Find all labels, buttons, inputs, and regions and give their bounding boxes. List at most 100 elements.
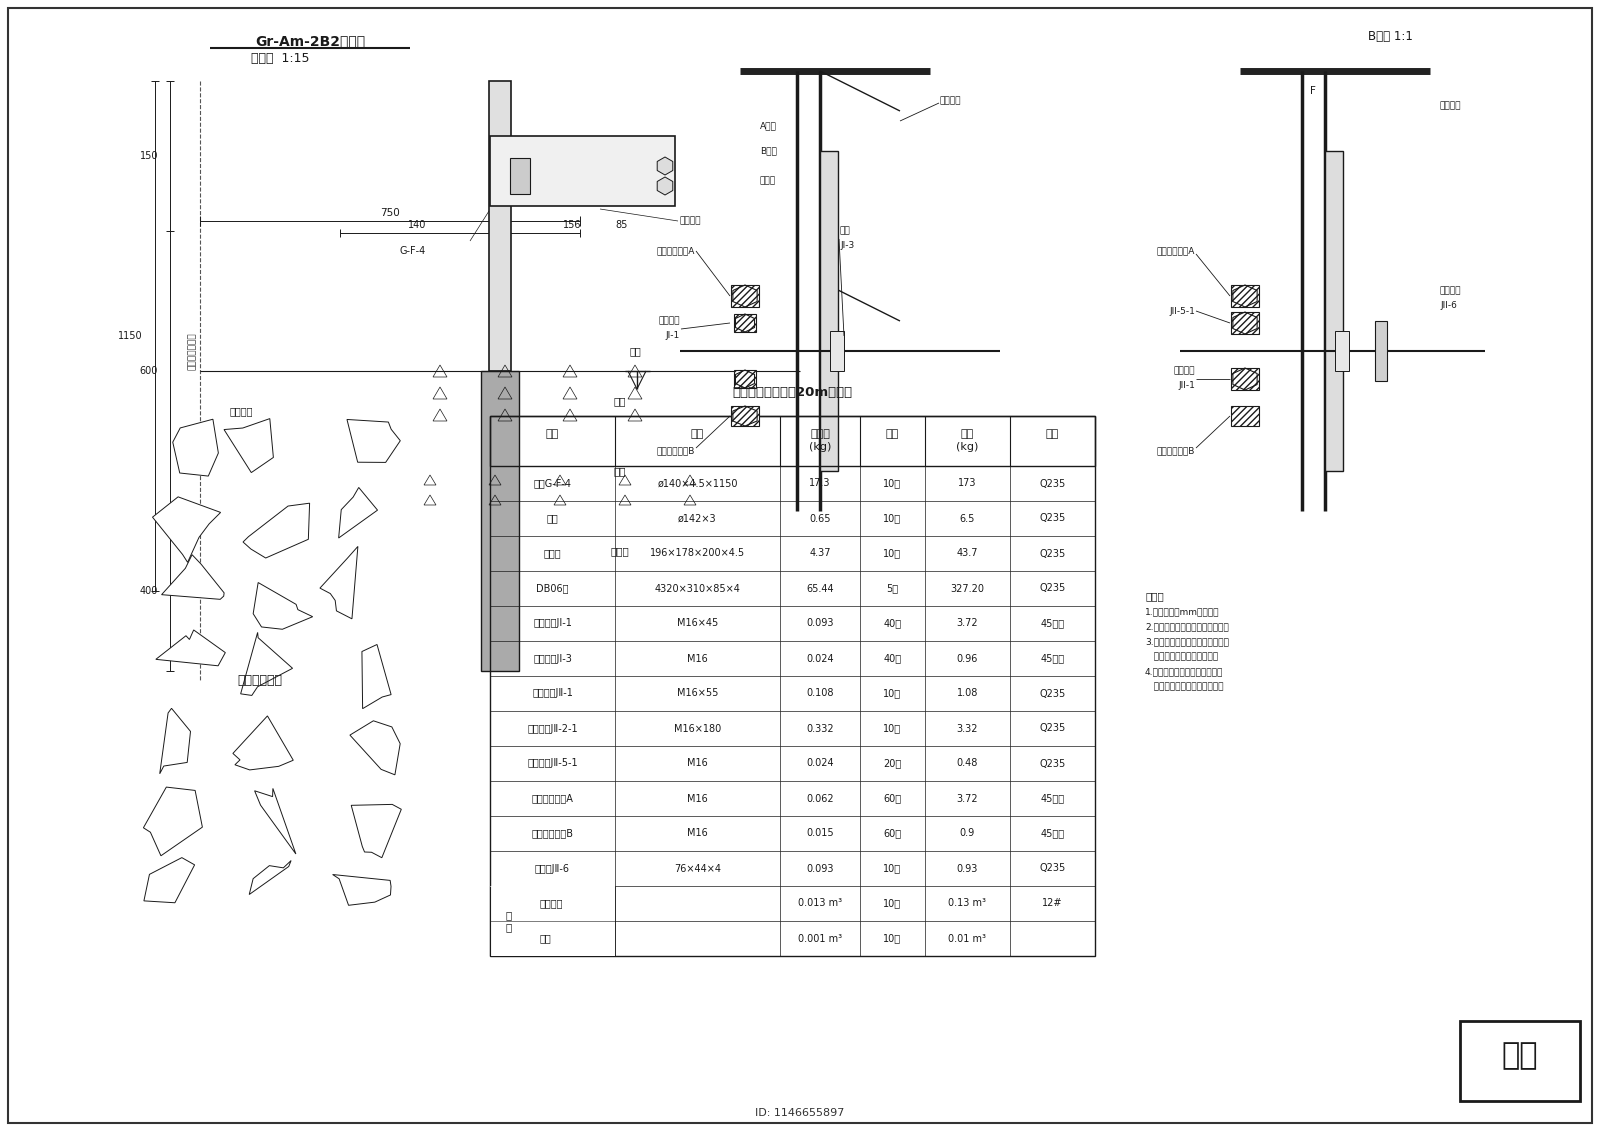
Text: 60个: 60个: [883, 794, 901, 803]
Bar: [1459, 1021, 1581, 1100]
Polygon shape: [362, 645, 390, 709]
Bar: [734, 370, 757, 388]
Bar: [490, 136, 675, 206]
Text: 杆帽: 杆帽: [547, 513, 558, 524]
Text: 波形梁板: 波形梁板: [941, 96, 962, 105]
Polygon shape: [144, 787, 202, 856]
Bar: [490, 886, 614, 956]
Text: 面层: 面层: [614, 396, 626, 406]
Text: ø142×3: ø142×3: [678, 513, 717, 524]
Text: 0.013 m³: 0.013 m³: [798, 898, 842, 908]
Text: 20个: 20个: [883, 759, 902, 768]
Text: Q235: Q235: [1040, 549, 1066, 559]
Text: 沥青封层: 沥青封层: [680, 216, 701, 225]
Text: 17.3: 17.3: [810, 478, 830, 489]
Polygon shape: [250, 861, 291, 895]
Text: znzmo.com: znzmo.com: [1259, 403, 1341, 459]
Text: B节点: B节点: [760, 147, 778, 155]
Text: znzmo.com: znzmo.com: [88, 603, 171, 659]
Bar: [1325, 152, 1342, 470]
Text: M16×45: M16×45: [677, 619, 718, 629]
Text: Q235: Q235: [1040, 689, 1066, 699]
Polygon shape: [333, 874, 390, 905]
Bar: [1334, 331, 1349, 371]
Text: 拼接螺栓: 拼接螺栓: [659, 317, 680, 326]
Text: 模块座片: 模块座片: [1440, 286, 1461, 295]
Text: 65.44: 65.44: [806, 584, 834, 594]
Polygon shape: [224, 418, 274, 473]
Text: 拼接螺樓JⅠ-1: 拼接螺樓JⅠ-1: [533, 619, 571, 629]
Text: 0.093: 0.093: [806, 863, 834, 873]
Text: JII-5-1: JII-5-1: [1170, 307, 1195, 316]
Text: 总重: 总重: [962, 430, 974, 440]
Text: 防盗压紧螺母A: 防盗压紧螺母A: [656, 247, 694, 256]
Text: 防盗防拜螺母B: 防盗防拜螺母B: [531, 829, 573, 838]
Text: 0.093: 0.093: [806, 619, 834, 629]
Text: 10个: 10个: [883, 549, 901, 559]
Text: 0.13 m³: 0.13 m³: [949, 898, 987, 908]
Text: 垫圈: 垫圈: [840, 226, 851, 235]
Text: znzmo.com: znzmo.com: [659, 903, 741, 959]
Text: 40个: 40个: [883, 654, 901, 664]
Text: Q235: Q235: [1040, 584, 1066, 594]
Text: 0.332: 0.332: [806, 724, 834, 734]
Bar: [490, 416, 1094, 466]
Polygon shape: [173, 420, 218, 476]
Text: znzmo.com: znzmo.com: [659, 502, 741, 560]
Text: JII-1: JII-1: [1178, 381, 1195, 390]
Text: 防盗防拔螺母B: 防盗防拔螺母B: [1157, 447, 1195, 456]
Text: 基层: 基层: [614, 466, 626, 476]
Polygon shape: [339, 487, 378, 538]
Text: 45号钔: 45号钔: [1040, 654, 1064, 664]
Text: znzmo.com: znzmo.com: [358, 353, 442, 409]
Polygon shape: [155, 630, 226, 666]
Bar: [1230, 312, 1259, 334]
Text: 43.7: 43.7: [957, 549, 978, 559]
Text: 知末网
www.znzmo.com: 知末网 www.znzmo.com: [147, 442, 253, 519]
Text: 沥青: 沥青: [541, 933, 552, 943]
Polygon shape: [350, 720, 400, 775]
Text: 材料数量表（单幅20m长计）: 材料数量表（单幅20m长计）: [733, 387, 853, 399]
Text: 防盗防拔螺母B: 防盗防拔螺母B: [656, 447, 694, 456]
Text: (kg): (kg): [810, 442, 830, 452]
Text: 连接螺樓JⅡ-1: 连接螺樓JⅡ-1: [533, 689, 573, 699]
Bar: [1230, 285, 1259, 307]
Text: 波形梁板: 波形梁板: [1440, 102, 1461, 111]
Text: 196×178×200×4.5: 196×178×200×4.5: [650, 549, 746, 559]
Text: Q235: Q235: [1040, 759, 1066, 768]
Polygon shape: [152, 497, 221, 562]
Text: 0.48: 0.48: [957, 759, 978, 768]
Text: 45号钔: 45号钔: [1040, 794, 1064, 803]
Text: 0.024: 0.024: [806, 654, 834, 664]
Text: znzmo.com: znzmo.com: [1259, 803, 1341, 860]
Bar: [734, 314, 757, 333]
Text: znzmo.com: znzmo.com: [958, 702, 1042, 759]
Text: M16: M16: [686, 829, 707, 838]
Text: (kg): (kg): [957, 442, 979, 452]
Text: 断面图  1:15: 断面图 1:15: [251, 52, 309, 64]
Text: 4.护栏基础处理详见相应找底面: 4.护栏基础处理详见相应找底面: [1146, 667, 1224, 676]
Text: 规格: 规格: [691, 430, 704, 440]
Text: 45号钔: 45号钔: [1040, 829, 1064, 838]
Text: 水泥沙浆: 水泥沙浆: [541, 898, 563, 908]
Text: 名称: 名称: [546, 430, 558, 440]
Text: znzmo.com: znzmo.com: [88, 903, 171, 959]
Text: 10个: 10个: [883, 724, 901, 734]
Text: 水泥沙浆: 水泥沙浆: [230, 406, 253, 416]
Polygon shape: [347, 420, 400, 463]
Text: 2.绣波形格斯可以并行安装一行；: 2.绣波形格斯可以并行安装一行；: [1146, 622, 1229, 631]
Text: Q235: Q235: [1040, 513, 1066, 524]
Text: 0.65: 0.65: [810, 513, 830, 524]
Text: 业施工，工程计入主体工程。: 业施工，工程计入主体工程。: [1146, 682, 1224, 691]
Text: Q235: Q235: [1040, 724, 1066, 734]
Bar: [731, 406, 758, 426]
Text: 12#: 12#: [1042, 898, 1062, 908]
Bar: [1230, 368, 1259, 390]
Bar: [490, 416, 1094, 956]
Text: 140: 140: [408, 221, 426, 230]
Polygon shape: [352, 804, 402, 857]
Text: 6.5: 6.5: [960, 513, 974, 524]
Text: 0.9: 0.9: [960, 829, 974, 838]
Text: 0.062: 0.062: [806, 794, 834, 803]
Text: 1.08: 1.08: [957, 689, 978, 699]
